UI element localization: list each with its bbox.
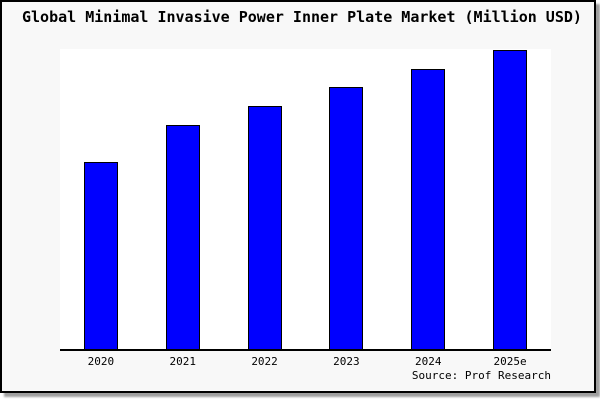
bar-2023 — [329, 86, 364, 349]
plot-area — [60, 49, 551, 351]
x-axis-labels: 2020 2021 2022 2023 2024 2025e — [60, 355, 551, 369]
x-tick-label-2021: 2021 — [169, 355, 196, 368]
x-tick-label-2025e: 2025e — [493, 355, 527, 368]
x-tick-label-2024: 2024 — [414, 355, 442, 368]
x-tick-label-2023: 2023 — [333, 355, 360, 368]
bar-2021 — [165, 124, 200, 349]
x-tick-label-2022: 2022 — [251, 355, 278, 368]
x-tick-label-2020: 2020 — [87, 355, 115, 368]
bar-2025e — [493, 50, 528, 349]
source-credit: Source: Prof Research — [411, 369, 551, 382]
chart-title: Global Minimal Invasive Power Inner Plat… — [22, 8, 582, 26]
chart-frame: Global Minimal Invasive Power Inner Plat… — [0, 0, 596, 393]
bar-2020 — [83, 162, 118, 349]
bar-2022 — [247, 105, 282, 349]
bar-2024 — [411, 68, 446, 349]
